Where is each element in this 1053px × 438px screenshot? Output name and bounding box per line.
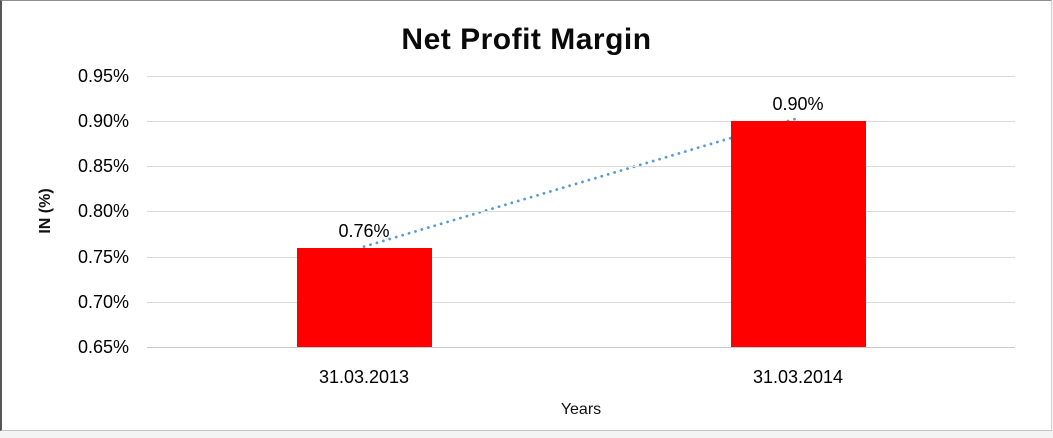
chart-title: Net Profit Margin <box>401 23 652 56</box>
y-tick-label: 0.95% <box>77 66 129 86</box>
bar-data-label: 0.90% <box>772 94 824 114</box>
bar[interactable] <box>297 248 432 347</box>
y-tick-label: 0.80% <box>77 201 129 221</box>
y-tick-label: 0.90% <box>77 111 129 131</box>
y-tick-label: 0.85% <box>77 156 129 176</box>
y-tick-label: 0.65% <box>77 337 129 357</box>
bar-data-label: 0.76% <box>338 221 390 241</box>
gridline <box>147 347 1015 348</box>
x-category-label: 31.03.2013 <box>318 367 410 387</box>
gridline <box>147 302 1015 303</box>
x-category-label: 31.03.2014 <box>752 367 844 387</box>
x-axis-title: Years <box>560 401 602 418</box>
gridline <box>147 257 1015 258</box>
gridline <box>147 76 1015 77</box>
gridline <box>147 121 1015 122</box>
plot-area: 0.76% 0.90% <box>147 76 1015 348</box>
gridline <box>147 211 1015 212</box>
bar[interactable] <box>731 121 866 347</box>
y-tick-label: 0.75% <box>77 247 129 267</box>
gridline <box>147 166 1015 167</box>
y-tick-label: 0.70% <box>77 292 129 312</box>
